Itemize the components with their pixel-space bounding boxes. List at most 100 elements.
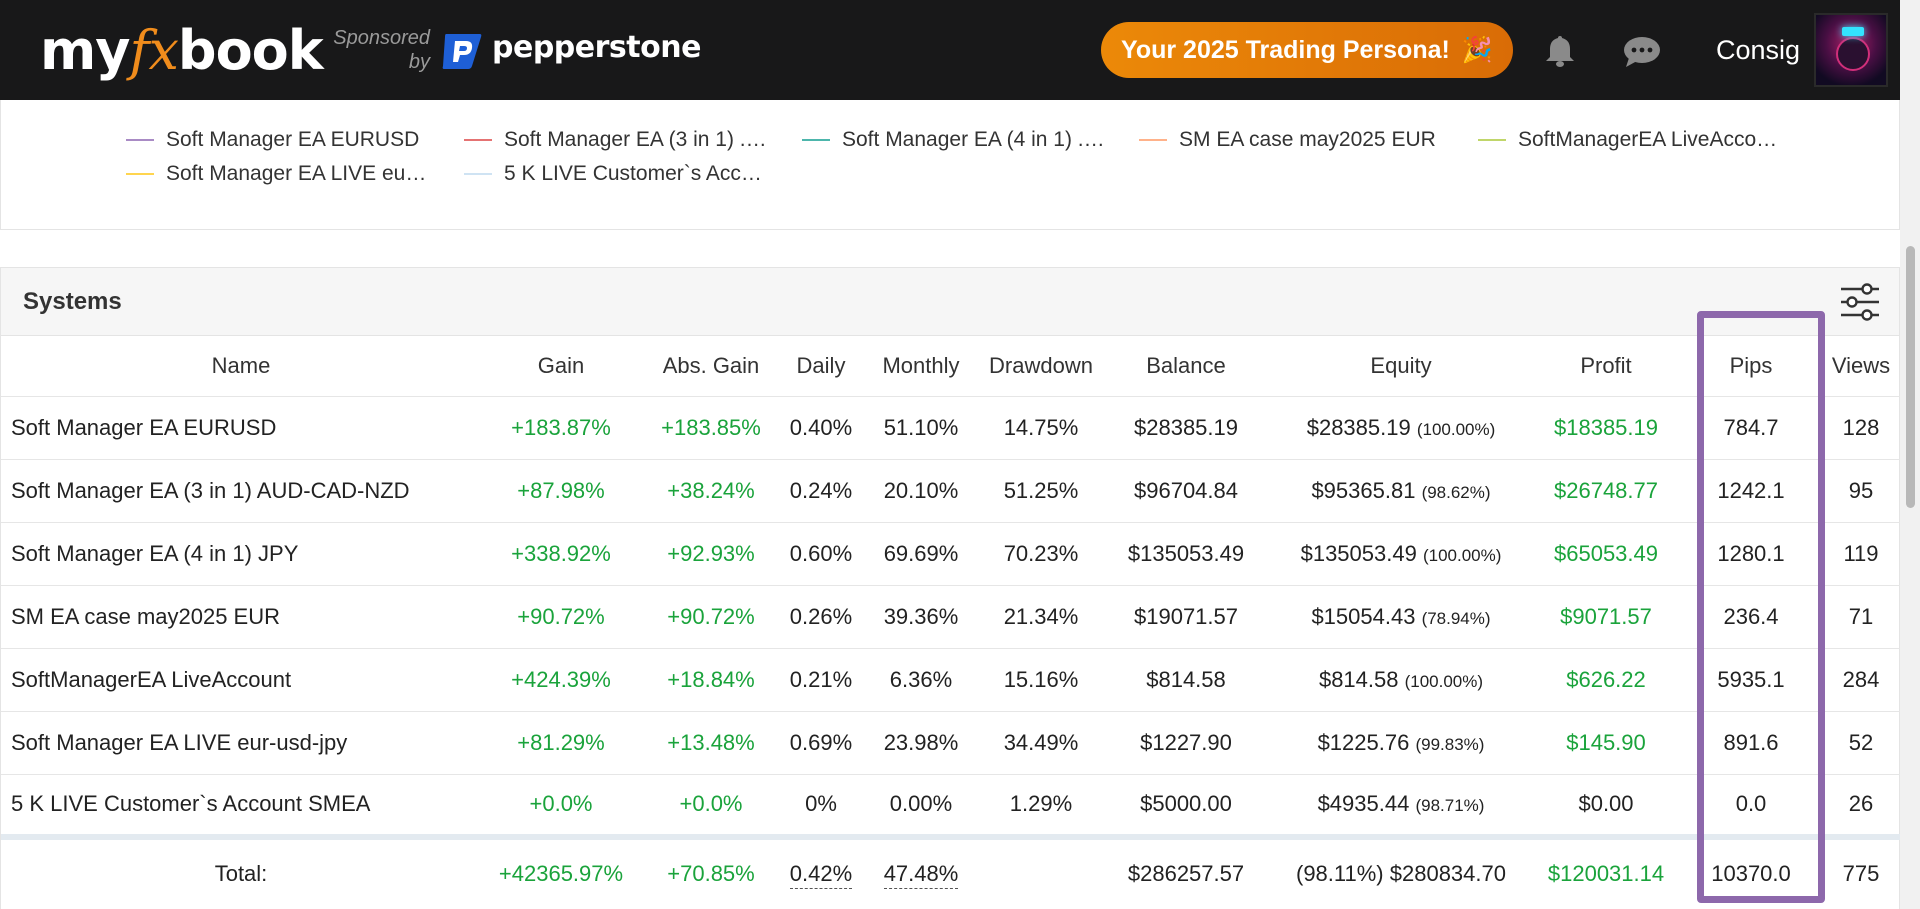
myfxbook-logo[interactable]: myfxbook: [40, 19, 324, 82]
abs-gain-cell: +183.85%: [641, 396, 781, 460]
sponsored-by-label: Sponsored by: [333, 27, 430, 73]
column-header-name[interactable]: Name: [1, 336, 481, 397]
chart-legend: Soft Manager EA EURUSD Soft Manager EA (…: [0, 100, 1900, 230]
abs-gain-cell: +92.93%: [641, 522, 781, 586]
column-header-profit[interactable]: Profit: [1531, 336, 1681, 397]
views-cell: 284: [1821, 648, 1901, 712]
total-monthly-cell[interactable]: 47.48%: [861, 834, 981, 907]
equity-cell: $4935.44 (98.71%): [1271, 774, 1531, 838]
equity-cell: $1225.76 (99.83%): [1271, 711, 1531, 775]
pips-cell: 236.4: [1681, 585, 1821, 649]
table-row: 5 K LIVE Customer`s Account SMEA +0.0% +…: [1, 774, 1901, 838]
profit-cell: $26748.77: [1531, 459, 1681, 523]
views-cell: 26: [1821, 774, 1901, 838]
abs-gain-cell: +90.72%: [641, 585, 781, 649]
equity-cell: $28385.19 (100.00%): [1271, 396, 1531, 460]
scrollbar-thumb[interactable]: [1906, 246, 1915, 508]
balance-cell: $96704.84: [1101, 459, 1271, 523]
avatar-visor: [1842, 27, 1864, 36]
legend-item[interactable]: Soft Manager EA (3 in 1) .…: [464, 125, 767, 155]
table-row: Soft Manager EA LIVE eur-usd-jpy +81.29%…: [1, 711, 1901, 775]
monthly-cell: 69.69%: [861, 522, 981, 586]
gain-cell: +81.29%: [481, 711, 641, 775]
views-cell: 119: [1821, 522, 1901, 586]
trading-persona-button[interactable]: Your 2025 Trading Persona! 🎉: [1101, 22, 1513, 78]
column-header-equity[interactable]: Equity: [1271, 336, 1531, 397]
gain-cell: +338.92%: [481, 522, 641, 586]
column-header-views[interactable]: Views: [1821, 336, 1901, 397]
balance-cell: $1227.90: [1101, 711, 1271, 775]
total-gain-cell: +42365.97%: [481, 834, 641, 907]
balance-cell: $135053.49: [1101, 522, 1271, 586]
system-name-link[interactable]: Soft Manager EA LIVE eur-usd-jpy: [1, 711, 481, 775]
column-header-gain[interactable]: Gain: [481, 336, 641, 397]
monthly-cell: 51.10%: [861, 396, 981, 460]
page-scrollbar[interactable]: [1900, 0, 1920, 909]
total-balance-cell: $286257.57: [1101, 834, 1271, 907]
abs-gain-cell: +38.24%: [641, 459, 781, 523]
legend-item[interactable]: SM EA case may2025 EUR: [1139, 125, 1436, 155]
sponsor-name[interactable]: pepperstone: [492, 30, 701, 65]
daily-cell: 0.40%: [781, 396, 861, 460]
column-header-drawdown[interactable]: Drawdown: [981, 336, 1101, 397]
drawdown-cell: 51.25%: [981, 459, 1101, 523]
gain-cell: +424.39%: [481, 648, 641, 712]
pips-cell: 784.7: [1681, 396, 1821, 460]
top-navbar: myfxbook Sponsored by pepperstone Your 2…: [0, 0, 1900, 100]
total-abs-gain-cell: +70.85%: [641, 834, 781, 907]
avatar-head: [1836, 37, 1870, 71]
balance-cell: $814.58: [1101, 648, 1271, 712]
sliders-settings-icon[interactable]: [1839, 283, 1881, 321]
system-name-link[interactable]: SoftManagerEA LiveAccount: [1, 648, 481, 712]
monthly-cell: 39.36%: [861, 585, 981, 649]
balance-cell: $28385.19: [1101, 396, 1271, 460]
total-equity-cell: (98.11%) $280834.70: [1271, 834, 1531, 907]
legend-item[interactable]: Soft Manager EA (4 in 1) .…: [802, 125, 1105, 155]
system-name-link[interactable]: Soft Manager EA EURUSD: [1, 396, 481, 460]
legend-item[interactable]: Soft Manager EA LIVE eu…: [126, 159, 426, 189]
abs-gain-cell: +0.0%: [641, 774, 781, 838]
legend-swatch: [464, 139, 492, 141]
daily-cell: 0.26%: [781, 585, 861, 649]
column-header-monthly[interactable]: Monthly: [861, 336, 981, 397]
legend-item[interactable]: 5 K LIVE Customer`s Acc…: [464, 159, 762, 189]
column-header-daily[interactable]: Daily: [781, 336, 861, 397]
pips-cell: 1280.1: [1681, 522, 1821, 586]
abs-gain-cell: +13.48%: [641, 711, 781, 775]
avatar[interactable]: [1814, 13, 1888, 87]
drawdown-cell: 70.23%: [981, 522, 1101, 586]
system-name-link[interactable]: Soft Manager EA (3 in 1) AUD-CAD-NZD: [1, 459, 481, 523]
system-name-link[interactable]: 5 K LIVE Customer`s Account SMEA: [1, 774, 481, 838]
views-cell: 71: [1821, 585, 1901, 649]
pepperstone-logo-icon[interactable]: [440, 30, 484, 72]
abs-gain-cell: +18.84%: [641, 648, 781, 712]
views-cell: 52: [1821, 711, 1901, 775]
monthly-cell: 23.98%: [861, 711, 981, 775]
system-name-link[interactable]: Soft Manager EA (4 in 1) JPY: [1, 522, 481, 586]
systems-table: Name Gain Abs. Gain Daily Monthly Drawdo…: [1, 336, 1901, 907]
legend-item[interactable]: Soft Manager EA EURUSD: [126, 125, 419, 155]
total-daily-cell[interactable]: 0.42%: [781, 834, 861, 907]
bell-icon[interactable]: [1544, 34, 1576, 68]
daily-cell: 0.24%: [781, 459, 861, 523]
views-cell: 128: [1821, 396, 1901, 460]
legend-item[interactable]: SoftManagerEA LiveAcco…: [1478, 125, 1777, 155]
balance-cell: $5000.00: [1101, 774, 1271, 838]
legend-swatch: [464, 173, 492, 175]
column-header-abs-gain[interactable]: Abs. Gain: [641, 336, 781, 397]
username[interactable]: Consig: [1716, 35, 1801, 65]
profit-cell: $9071.57: [1531, 585, 1681, 649]
chat-icon[interactable]: [1623, 36, 1661, 68]
column-header-balance[interactable]: Balance: [1101, 336, 1271, 397]
equity-cell: $15054.43 (78.94%): [1271, 585, 1531, 649]
equity-cell: $814.58 (100.00%): [1271, 648, 1531, 712]
table-row: Soft Manager EA EURUSD +183.87% +183.85%…: [1, 396, 1901, 460]
drawdown-cell: 14.75%: [981, 396, 1101, 460]
total-profit-cell: $120031.14: [1531, 834, 1681, 907]
system-name-link[interactable]: SM EA case may2025 EUR: [1, 585, 481, 649]
column-header-pips[interactable]: Pips: [1681, 336, 1821, 397]
total-views-cell: 775: [1821, 834, 1901, 907]
daily-cell: 0.21%: [781, 648, 861, 712]
daily-cell: 0%: [781, 774, 861, 838]
daily-cell: 0.69%: [781, 711, 861, 775]
